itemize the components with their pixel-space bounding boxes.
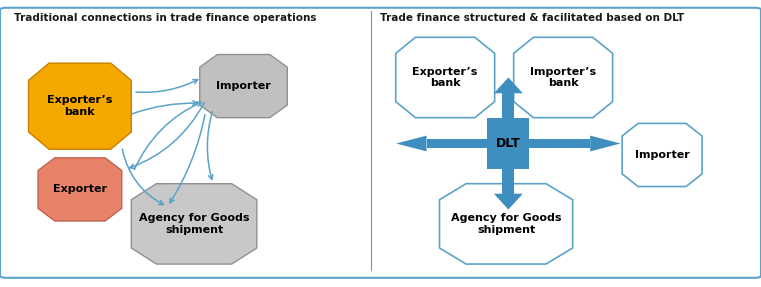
Bar	[502, 169, 514, 194]
Polygon shape	[591, 136, 621, 152]
Polygon shape	[38, 158, 122, 221]
Polygon shape	[131, 184, 257, 264]
Text: Exporter’s
bank: Exporter’s bank	[47, 95, 113, 117]
FancyBboxPatch shape	[0, 8, 761, 278]
Polygon shape	[514, 37, 613, 118]
Polygon shape	[396, 136, 427, 152]
Text: Agency for Goods
shipment: Agency for Goods shipment	[139, 213, 250, 235]
Bar	[427, 139, 488, 148]
Text: Importer: Importer	[216, 81, 271, 91]
Polygon shape	[440, 184, 573, 264]
Bar	[502, 93, 514, 118]
Polygon shape	[199, 55, 288, 118]
Bar	[488, 118, 530, 169]
Text: Trade finance structured & facilitated based on DLT: Trade finance structured & facilitated b…	[380, 13, 685, 23]
Text: Traditional connections in trade finance operations: Traditional connections in trade finance…	[14, 13, 317, 23]
Polygon shape	[622, 123, 702, 187]
Text: Exporter’s
bank: Exporter’s bank	[412, 67, 478, 88]
Text: Importer: Importer	[635, 150, 689, 160]
Polygon shape	[494, 194, 523, 210]
Bar	[530, 139, 591, 148]
Polygon shape	[494, 77, 523, 93]
Text: Importer’s
bank: Importer’s bank	[530, 67, 596, 88]
Text: Agency for Goods
shipment: Agency for Goods shipment	[451, 213, 562, 235]
Text: Exporter: Exporter	[53, 185, 107, 194]
Text: DLT: DLT	[496, 137, 521, 150]
Polygon shape	[28, 63, 131, 149]
Polygon shape	[396, 37, 495, 118]
